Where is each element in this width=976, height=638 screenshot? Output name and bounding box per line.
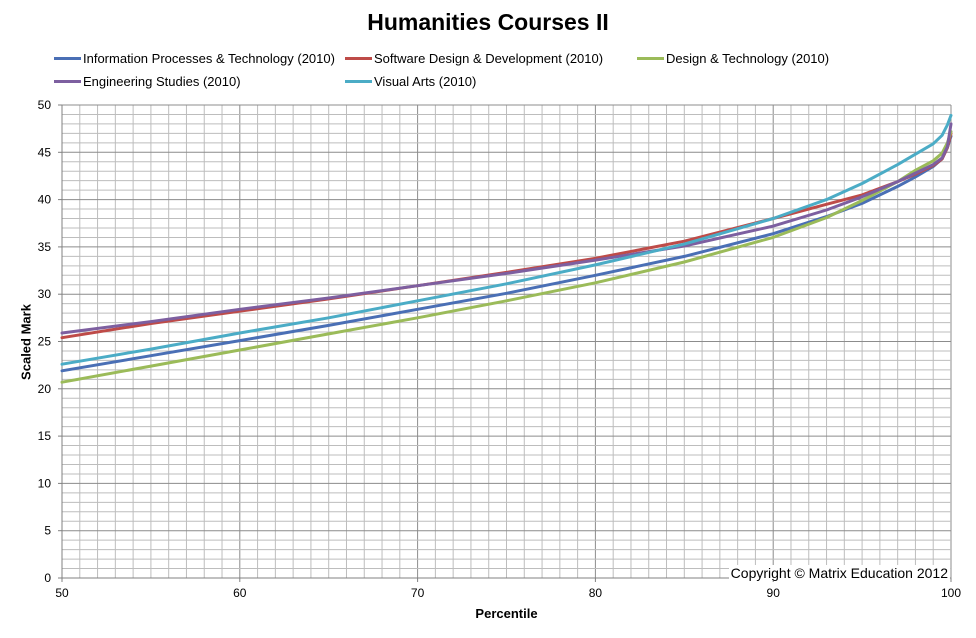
legend-item-visual-arts: Visual Arts (2010) xyxy=(345,74,476,89)
legend-label: Information Processes & Technology (2010… xyxy=(83,51,335,66)
legend-swatch xyxy=(54,57,81,60)
x-tick-label: 100 xyxy=(941,586,961,600)
y-tick-label: 0 xyxy=(44,571,51,585)
legend-item-information-processes: Information Processes & Technology (2010… xyxy=(54,51,335,66)
legend-swatch xyxy=(345,80,372,83)
y-tick-label: 35 xyxy=(38,240,52,254)
legend-swatch xyxy=(637,57,664,60)
x-axis-label: Percentile xyxy=(475,606,538,621)
tick-labels: 50 60 70 80 90 100 0 5 10 15 20 25 30 35 40 45 50 xyxy=(38,98,962,600)
x-tick-label: 90 xyxy=(767,586,781,600)
series-lines xyxy=(60,113,953,384)
legend-item-design-technology: Design & Technology (2010) xyxy=(637,51,829,66)
axes xyxy=(58,104,952,582)
x-tick-label: 80 xyxy=(589,586,603,600)
legend-label: Design & Technology (2010) xyxy=(666,51,830,66)
x-tick-label: 70 xyxy=(411,586,425,600)
legend-swatch xyxy=(54,80,81,83)
legend-label: Visual Arts (2010) xyxy=(374,74,477,89)
legend-label: Engineering Studies (2010) xyxy=(83,74,241,89)
y-tick-label: 10 xyxy=(38,476,52,490)
y-axis-label: Scaled Mark xyxy=(18,304,34,380)
y-tick-label: 30 xyxy=(38,287,52,301)
x-tick-label: 60 xyxy=(233,586,247,600)
series-line-3 xyxy=(60,122,953,335)
series-line-4 xyxy=(60,113,953,366)
y-tick-label: 50 xyxy=(38,98,52,112)
chart-title: Humanities Courses II xyxy=(367,9,609,35)
y-tick-label: 5 xyxy=(44,524,51,538)
y-tick-label: 40 xyxy=(38,193,52,207)
copyright-annotation: Copyright © Matrix Education 2012 xyxy=(728,565,950,581)
legend-item-software-design: Software Design & Development (2010) xyxy=(345,51,603,66)
y-tick-label: 45 xyxy=(38,145,52,159)
legend-label: Software Design & Development (2010) xyxy=(374,51,604,66)
legend-swatch xyxy=(345,57,372,60)
y-tick-label: 15 xyxy=(38,429,52,443)
legend-item-engineering-studies: Engineering Studies (2010) xyxy=(54,74,241,89)
y-tick-label: 25 xyxy=(38,335,52,349)
x-tick-label: 50 xyxy=(55,586,69,600)
series-line-2 xyxy=(60,130,953,384)
y-tick-label: 20 xyxy=(38,382,52,396)
